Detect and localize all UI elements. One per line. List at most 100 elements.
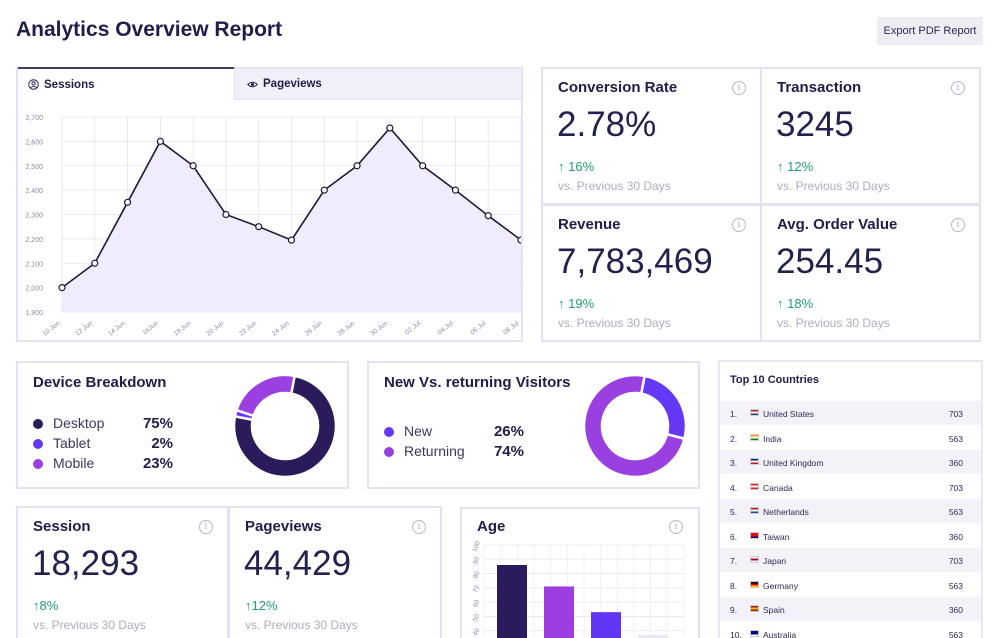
kpi-change: ↑ 12% — [777, 159, 814, 174]
age-bar[interactable] — [544, 586, 574, 638]
country-value: 360 — [948, 531, 963, 542]
kpi-title: Revenue — [558, 216, 621, 233]
x-tick-label: 28 Jun — [337, 320, 357, 338]
country-name: United States — [763, 409, 815, 419]
legend-item: Desktop 75% — [33, 415, 173, 433]
country-row[interactable]: 4. Canada 703 — [720, 475, 981, 499]
age-bar[interactable] — [497, 565, 527, 638]
info-icon[interactable]: i — [951, 218, 965, 232]
country-rank: 5. — [730, 507, 738, 517]
legend-item: Tablet 2% — [33, 435, 173, 453]
kpi-title: Session — [33, 518, 91, 535]
donut-slice[interactable] — [639, 374, 688, 441]
data-point[interactable] — [419, 162, 427, 170]
flag-gb-icon — [750, 458, 759, 465]
info-icon[interactable]: i — [412, 520, 426, 534]
tab-sessions-label: Sessions — [44, 78, 95, 91]
legend-item: Mobile 23% — [33, 455, 173, 473]
card-title: Age — [477, 518, 506, 535]
country-row[interactable]: 7. Japan 703 — [720, 548, 981, 572]
country-row[interactable]: 8. Germany 563 — [720, 573, 981, 597]
legend-dot — [33, 419, 43, 429]
up-arrow-icon: ↑ — [558, 296, 565, 311]
x-tick-label: 14 Jun — [107, 320, 127, 338]
country-rank: 3. — [730, 458, 738, 468]
legend-value: 75% — [142, 415, 173, 432]
info-icon[interactable]: i — [669, 520, 683, 534]
country-row[interactable]: 1. United States 703 — [720, 401, 981, 425]
x-tick-label: 26 Jun — [304, 320, 324, 338]
y-tick-label: 80 — [472, 570, 481, 580]
flag-nl-icon — [750, 507, 759, 514]
visitors-donut-chart — [582, 373, 688, 479]
country-row[interactable]: 2. India 563 — [720, 426, 981, 450]
up-arrow-icon: ↑ — [777, 296, 784, 311]
export-pdf-button[interactable]: Export PDF Report — [877, 17, 983, 45]
kpi-title: Conversion Rate — [558, 79, 678, 96]
kpi-pageviews: Pageviews i 44,429 ↑12% vs. Previous 30 … — [228, 506, 442, 638]
country-value: 360 — [948, 458, 963, 468]
kpi-value: 3245 — [776, 105, 854, 144]
legend-label: New — [404, 423, 433, 439]
kpi-change: ↑ 18% — [777, 296, 814, 311]
data-point[interactable] — [386, 124, 394, 132]
tab-pageviews[interactable]: Pageviews — [234, 69, 521, 100]
data-point[interactable] — [189, 162, 197, 170]
kpi-comparison: vs. Previous 30 Days — [777, 179, 890, 193]
flag-es-icon — [750, 605, 759, 612]
data-point[interactable] — [123, 198, 132, 206]
country-name: Germany — [763, 580, 798, 591]
data-point[interactable] — [517, 236, 521, 244]
legend-dot — [384, 427, 394, 437]
tab-sessions[interactable]: Sessions — [18, 67, 234, 100]
kpi-change: ↑12% — [245, 598, 278, 613]
y-tick-label: 50 — [472, 613, 481, 623]
age-bar[interactable] — [591, 612, 621, 638]
data-point[interactable] — [353, 162, 361, 170]
info-icon[interactable]: i — [732, 81, 746, 95]
data-point[interactable] — [287, 236, 296, 244]
data-point[interactable] — [451, 186, 460, 194]
country-rank: 10. — [730, 629, 742, 638]
data-point[interactable] — [91, 259, 99, 267]
legend-dot — [33, 439, 43, 449]
donut-slice[interactable] — [232, 374, 338, 479]
up-arrow-icon: ↑ — [245, 598, 252, 613]
country-row[interactable]: 5. Netherlands 563 — [720, 499, 981, 523]
donut-slice[interactable] — [234, 373, 297, 418]
data-point[interactable] — [320, 186, 328, 194]
country-rank: 9. — [730, 605, 738, 615]
kpi-value: 18,293 — [32, 544, 140, 583]
data-point[interactable] — [222, 210, 230, 219]
country-row[interactable]: 6. Taiwan 360 — [720, 524, 981, 548]
data-point[interactable] — [58, 284, 66, 292]
kpi-value: 254.45 — [776, 242, 884, 281]
y-tick-label: 2,500 — [25, 164, 43, 171]
info-icon[interactable]: i — [951, 81, 965, 95]
age-bar[interactable] — [638, 635, 668, 638]
country-rank: 6. — [730, 531, 738, 542]
data-point[interactable] — [156, 137, 164, 145]
country-value: 703 — [948, 409, 963, 419]
flag-jp-icon — [750, 556, 759, 563]
country-rank: 4. — [730, 482, 738, 493]
country-row[interactable]: 10. Australia 563 — [720, 622, 981, 638]
kpi-change: ↑ 19% — [558, 296, 595, 311]
info-icon[interactable]: i — [732, 218, 746, 232]
legend-dot — [384, 447, 394, 457]
legend-label: Desktop — [53, 415, 105, 431]
sessions-area-chart: 1,900 2,000 2,100 2,200 2,300 2,400 2,500 2,600… — [25, 115, 521, 338]
x-tick-label: 20 Jun — [205, 320, 225, 338]
country-row[interactable]: 3. United Kingdom 360 — [720, 450, 981, 474]
device-breakdown-card: Device Breakdown Desktop 75% Tablet 2% M… — [16, 361, 349, 489]
country-rank: 7. — [730, 556, 738, 566]
x-tick-label: 06 Jul — [469, 320, 487, 337]
data-point[interactable] — [484, 212, 492, 220]
y-tick-label: 100 — [471, 540, 481, 553]
data-point[interactable] — [255, 223, 263, 231]
info-icon[interactable]: i — [199, 520, 213, 534]
area-fill — [62, 127, 521, 312]
country-value: 703 — [948, 556, 963, 566]
country-row[interactable]: 9. Spain 360 — [720, 597, 981, 621]
donut-slice[interactable] — [582, 373, 686, 479]
